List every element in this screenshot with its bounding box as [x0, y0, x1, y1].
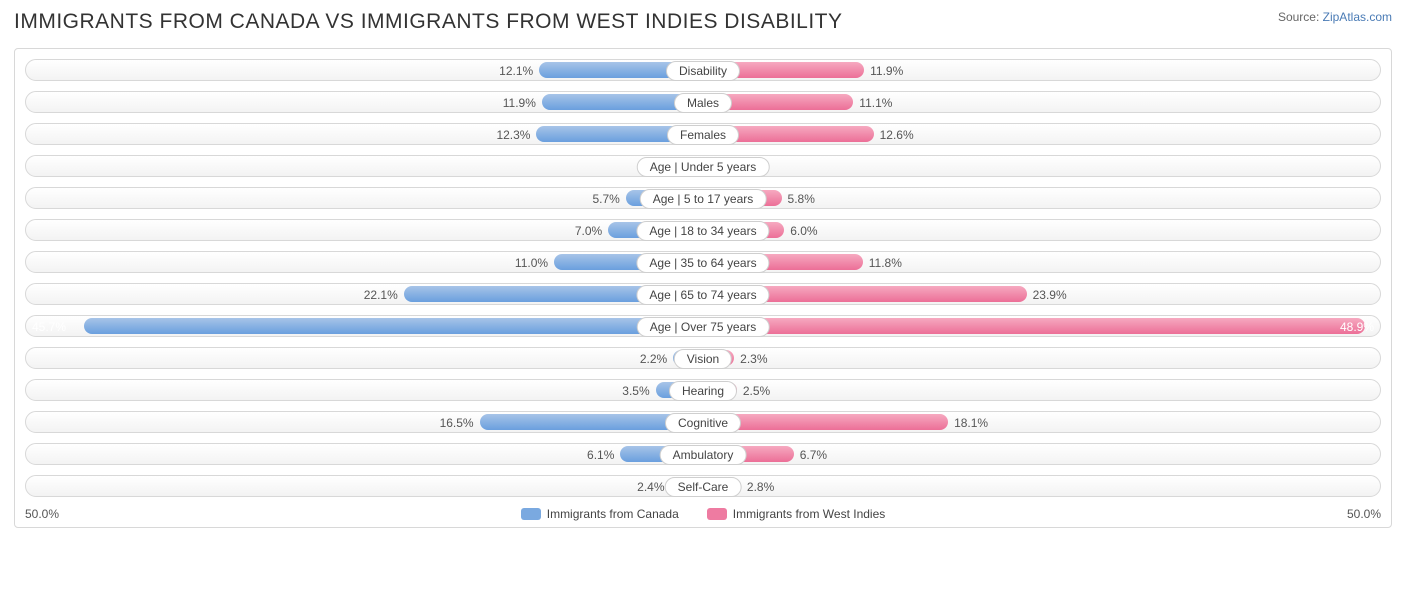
rows-container: 12.1% 11.9% Disability 11.9% 11.1% Males 12.3%… [25, 59, 1381, 497]
bar-row: 1.4%1.2%Age | Under 5 years [25, 155, 1381, 177]
value-label-left: 11.0% [515, 252, 548, 274]
category-label: Cognitive [665, 413, 741, 433]
header: IMMIGRANTS FROM CANADA VS IMMIGRANTS FRO… [14, 10, 1392, 34]
value-label-right: 11.1% [859, 92, 892, 114]
legend-label-right: Immigrants from West Indies [733, 507, 885, 521]
bar-row: 11.0% 11.8% Age | 35 to 64 years [25, 251, 1381, 273]
bar-row: 7.0% 6.0% Age | 18 to 34 years [25, 219, 1381, 241]
value-label-right: 5.8% [788, 188, 815, 210]
bar-row: 6.1% 6.7% Ambulatory [25, 443, 1381, 465]
value-label-left: 2.4% [637, 476, 664, 498]
category-label: Vision [674, 349, 732, 369]
category-label: Age | 35 to 64 years [636, 253, 769, 273]
legend-item-right: Immigrants from West Indies [707, 507, 885, 521]
chart-area: 12.1% 11.9% Disability 11.9% 11.1% Males 12.3%… [14, 48, 1392, 528]
legend-label-left: Immigrants from Canada [547, 507, 679, 521]
category-label: Ambulatory [660, 445, 747, 465]
axis-max-right: 50.0% [1347, 507, 1381, 521]
bar-row: 12.1% 11.9% Disability [25, 59, 1381, 81]
legend-swatch-right [707, 508, 727, 520]
value-label-left: 22.1% [364, 284, 398, 306]
value-label-left: 12.3% [496, 124, 530, 146]
value-label-right: 11.9% [870, 60, 903, 82]
category-label: Disability [666, 61, 740, 81]
category-label: Age | Over 75 years [637, 317, 770, 337]
value-label-right: 2.5% [743, 380, 770, 402]
value-label-left: 16.5% [440, 412, 474, 434]
source-link[interactable]: ZipAtlas.com [1323, 10, 1392, 24]
value-label-right: 2.3% [740, 348, 767, 370]
axis-max-left: 50.0% [25, 507, 59, 521]
value-label-left: 2.2% [640, 348, 667, 370]
category-label: Age | 65 to 74 years [636, 285, 769, 305]
bar-row: 11.9% 11.1% Males [25, 91, 1381, 113]
source-prefix: Source: [1278, 10, 1323, 24]
bar-row: 22.1% 23.9% Age | 65 to 74 years [25, 283, 1381, 305]
legend-swatch-left [521, 508, 541, 520]
value-label-left: 6.1% [587, 444, 614, 466]
bar-left [84, 318, 703, 334]
bar-row: 16.5% 18.1% Cognitive [25, 411, 1381, 433]
legend-item-left: Immigrants from Canada [521, 507, 679, 521]
bar-right [703, 318, 1365, 334]
chart-title: IMMIGRANTS FROM CANADA VS IMMIGRANTS FRO… [14, 10, 843, 34]
category-label: Age | 18 to 34 years [636, 221, 769, 241]
value-label-left: 5.7% [592, 188, 619, 210]
value-label-right: 6.0% [790, 220, 817, 242]
value-label-right: 18.1% [954, 412, 988, 434]
value-label-right: 11.8% [869, 252, 902, 274]
category-label: Age | 5 to 17 years [640, 189, 767, 209]
value-label-left: 3.5% [622, 380, 649, 402]
value-label-left: 45.7% [32, 316, 66, 338]
value-label-right: 23.9% [1033, 284, 1067, 306]
value-label-right: 6.7% [800, 444, 827, 466]
chart-footer: 50.0% Immigrants from Canada Immigrants … [25, 507, 1381, 521]
value-label-left: 7.0% [575, 220, 602, 242]
category-label: Females [667, 125, 739, 145]
bar-row: 3.5% 2.5% Hearing [25, 379, 1381, 401]
category-label: Age | Under 5 years [637, 157, 770, 177]
legend: Immigrants from Canada Immigrants from W… [59, 507, 1347, 521]
bar-row: 2.2% 2.3% Vision [25, 347, 1381, 369]
category-label: Males [674, 93, 732, 113]
value-label-right: 12.6% [880, 124, 914, 146]
value-label-left: 12.1% [499, 60, 533, 82]
bar-row: 12.3% 12.6% Females [25, 123, 1381, 145]
source-attribution: Source: ZipAtlas.com [1278, 10, 1392, 24]
value-label-left: 11.9% [503, 92, 536, 114]
category-label: Hearing [669, 381, 737, 401]
value-label-right: 48.9% [1340, 316, 1374, 338]
category-label: Self-Care [665, 477, 742, 497]
bar-row: 45.7% 48.9% Age | Over 75 years [25, 315, 1381, 337]
bar-row: 5.7% 5.8% Age | 5 to 17 years [25, 187, 1381, 209]
value-label-right: 2.8% [747, 476, 774, 498]
bar-row: 2.4% 2.8%Self-Care [25, 475, 1381, 497]
